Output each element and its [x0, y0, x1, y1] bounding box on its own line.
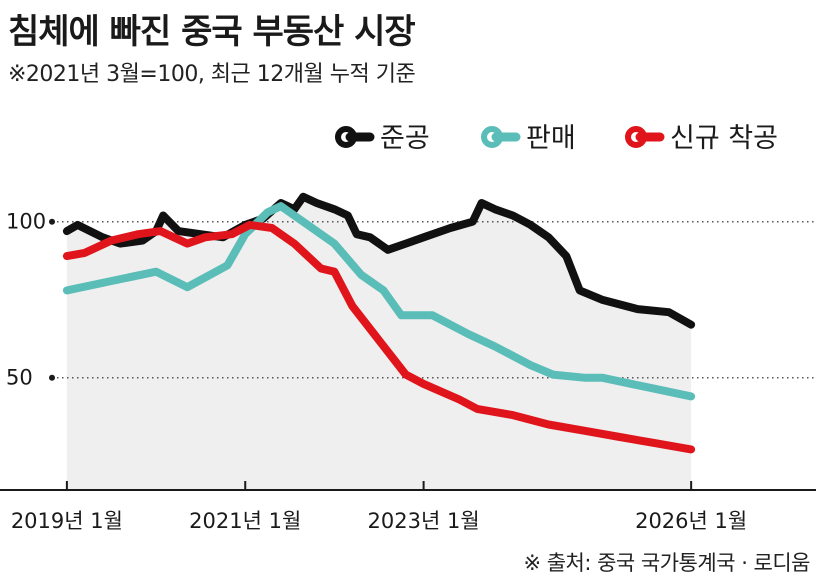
- chart-title: 침체에 빠진 중국 부동산 시장: [8, 12, 416, 52]
- legend-item-2: 판매: [481, 123, 576, 154]
- x-tick-label: 2026년 1월: [635, 509, 747, 533]
- legend-item-3: 신규 착공: [625, 123, 778, 154]
- chart-source: ※ 출처: 중국 국가통계국 · 로디움: [523, 551, 810, 575]
- legend-item-1: 준공: [335, 123, 430, 154]
- legend-label: 신규 착공: [670, 123, 778, 154]
- x-tick-label: 2023년 1월: [368, 509, 480, 533]
- legend-label: 판매: [526, 123, 576, 154]
- y-tick-label: 100: [6, 210, 46, 234]
- series-line-1: [62, 192, 696, 329]
- series-line-2: [62, 202, 696, 401]
- x-tick-label: 2019년 1월: [11, 509, 123, 533]
- x-tick-label: 2021년 1월: [189, 509, 301, 533]
- y-tick-label: 50: [6, 366, 33, 390]
- legend-label: 준공: [380, 123, 430, 154]
- y-tick-dot: [49, 374, 55, 381]
- chart-subtitle: ※2021년 3월=100, 최근 12개월 누적 기준: [8, 62, 416, 87]
- series-line-3: [62, 220, 696, 454]
- y-tick-dot: [49, 218, 55, 225]
